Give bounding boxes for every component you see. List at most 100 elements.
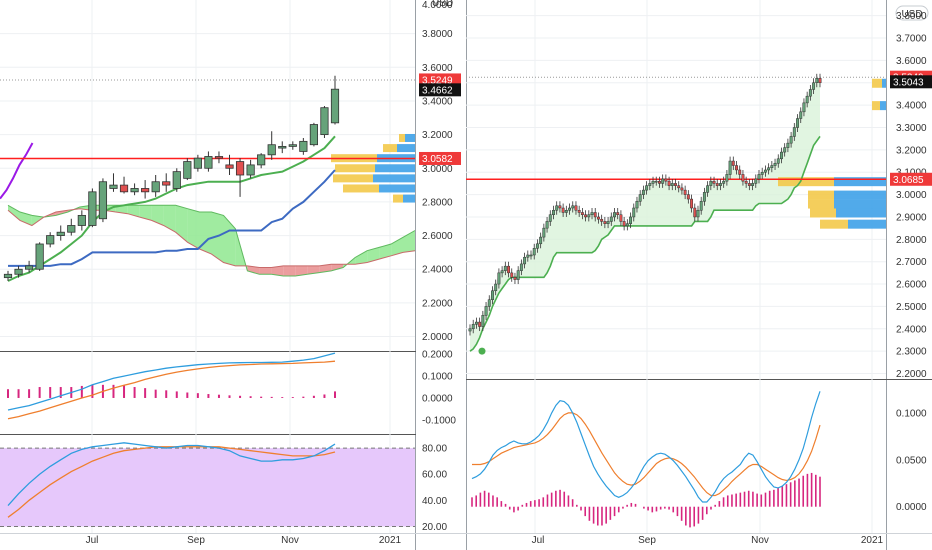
- candle-body: [706, 185, 710, 193]
- candle-body: [786, 142, 790, 148]
- y-tick-label: 2.9000: [896, 212, 927, 223]
- kumo-segment: [307, 265, 320, 275]
- volume-profile-yellow: [820, 219, 848, 229]
- candle-body: [590, 212, 594, 215]
- macd-line: [471, 391, 821, 503]
- y-tick-label: 3.8000: [422, 29, 453, 40]
- y-tick-label: 3.2000: [896, 145, 927, 156]
- candle-body: [571, 205, 575, 209]
- candle-body: [507, 265, 510, 274]
- volume-profile-blue: [375, 164, 415, 173]
- currency-label: USD: [432, 0, 453, 9]
- y-tick-label: 4.0000: [422, 0, 453, 11]
- candle-body: [712, 180, 716, 184]
- y-tick-label: 2.6000: [896, 280, 927, 291]
- candle-body: [812, 82, 816, 90]
- candle-body: [141, 188, 150, 193]
- y-tick-label: 3.6000: [422, 63, 453, 74]
- y-tick-label: 3.0000: [422, 164, 453, 175]
- kumo-segment: [283, 265, 296, 276]
- candle-body: [776, 158, 780, 164]
- candle-body: [690, 198, 694, 209]
- x-tick-label: 2021: [379, 535, 402, 546]
- price-label-text: 3.4662: [422, 85, 453, 96]
- candle-body: [151, 181, 160, 193]
- kumo-segment: [139, 205, 152, 221]
- candle-body: [674, 183, 677, 186]
- candle-body: [77, 214, 86, 226]
- candle-body: [574, 205, 578, 211]
- kumo-segment: [355, 250, 368, 265]
- candle-body: [757, 174, 761, 180]
- candle-body: [235, 161, 245, 176]
- y-tick-label: 60.00: [422, 470, 447, 481]
- kumo-segment: [20, 212, 32, 226]
- candle-body: [109, 184, 118, 189]
- start-marker: [478, 347, 486, 355]
- x-tick-label: Nov: [281, 535, 299, 546]
- price-label-box: [419, 151, 461, 165]
- candle-body: [523, 256, 527, 265]
- candle-body: [497, 272, 501, 285]
- volume-profile-yellow: [808, 190, 834, 200]
- candle-body: [625, 223, 629, 227]
- candle-body: [651, 180, 655, 184]
- y-tick-label: 2.8000: [896, 235, 927, 246]
- candle-body: [299, 140, 308, 152]
- candle-body: [645, 185, 649, 191]
- volume-profile-blue: [880, 101, 886, 111]
- candle-body: [468, 328, 472, 332]
- x-tick-label: Jul: [86, 535, 99, 546]
- volume-profile-blue: [379, 184, 415, 193]
- candle-body: [654, 180, 658, 183]
- price-label-box: [419, 83, 461, 97]
- candle-body: [731, 160, 735, 166]
- candle-body: [526, 254, 530, 258]
- candle-body: [568, 207, 571, 211]
- y-tick-label: 2.4000: [896, 324, 927, 335]
- candle-body: [246, 164, 255, 176]
- y-tick-label: 2.8000: [422, 197, 453, 208]
- candle-body: [661, 178, 665, 184]
- kumo-segment: [319, 264, 332, 273]
- purple-line: [0, 142, 34, 200]
- candle-body: [593, 212, 597, 218]
- candle-body: [783, 147, 787, 153]
- candle-body: [564, 209, 568, 213]
- candle-body: [119, 184, 129, 193]
- y-tick-label: 3.6000: [896, 56, 927, 67]
- signal-line: [472, 412, 821, 497]
- y-tick-label: 3.4000: [896, 101, 927, 112]
- candle-body: [738, 169, 742, 175]
- y-tick-label: 2.0000: [422, 332, 453, 343]
- candle-body: [686, 194, 690, 200]
- candle-body: [484, 306, 488, 316]
- candle-body: [596, 216, 600, 220]
- candle-body: [491, 290, 494, 300]
- candle-body: [728, 160, 732, 175]
- candle-body: [474, 321, 478, 325]
- candle-body: [35, 243, 44, 270]
- currency-label: USD: [901, 9, 922, 20]
- tenkan-line: [7, 135, 336, 282]
- volume-profile-yellow: [393, 194, 403, 203]
- candle-body: [715, 183, 719, 186]
- y-tick-label: 20.00: [422, 522, 447, 533]
- volume-profile-yellow: [399, 133, 405, 142]
- candle-body: [14, 268, 23, 275]
- candle-body: [709, 180, 713, 186]
- candle-body: [46, 235, 55, 245]
- candle-body: [725, 174, 729, 182]
- x-tick-label: Sep: [187, 535, 205, 546]
- candle-body: [309, 124, 318, 146]
- candle-body: [545, 221, 549, 229]
- candle-body: [664, 178, 668, 182]
- candle-body: [510, 272, 514, 278]
- candle-body: [98, 181, 108, 220]
- y-tick-label: 2.2000: [422, 298, 453, 309]
- senkou-b-line: [7, 208, 416, 268]
- candle-body: [584, 214, 588, 218]
- price-label-text: 3.0685: [893, 175, 924, 186]
- kumo-segment: [187, 208, 200, 249]
- candle-body: [587, 214, 591, 218]
